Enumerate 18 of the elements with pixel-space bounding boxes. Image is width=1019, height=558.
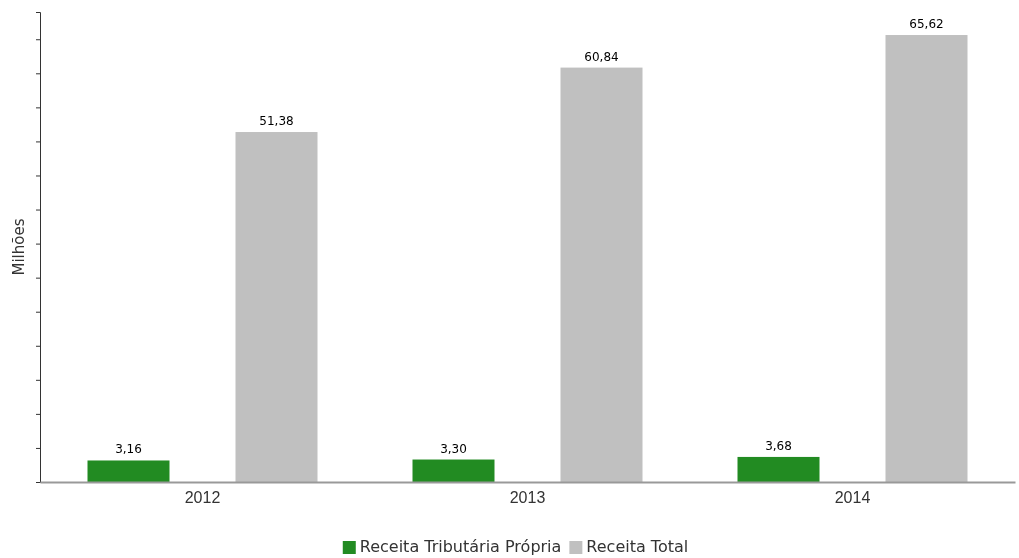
data-label: 3,68 [765,438,792,453]
bar [560,67,643,482]
bar [412,459,495,482]
bar [235,132,318,482]
legend-label: Receita Tributária Própria [359,537,562,556]
x-tick-label: 2012 [184,488,221,506]
bar [737,456,820,482]
data-label: 51,38 [259,114,294,129]
y-axis-title: Milhões [10,218,28,276]
bar [885,35,968,482]
bar [87,460,170,482]
data-label: 3,30 [440,441,467,456]
data-label: 60,84 [584,49,619,64]
data-label: 65,62 [909,17,944,32]
data-label: 3,16 [115,442,142,457]
x-tick-label: 2014 [834,488,871,506]
legend-label: Receita Total [586,537,689,556]
x-tick-label: 2013 [509,488,546,506]
